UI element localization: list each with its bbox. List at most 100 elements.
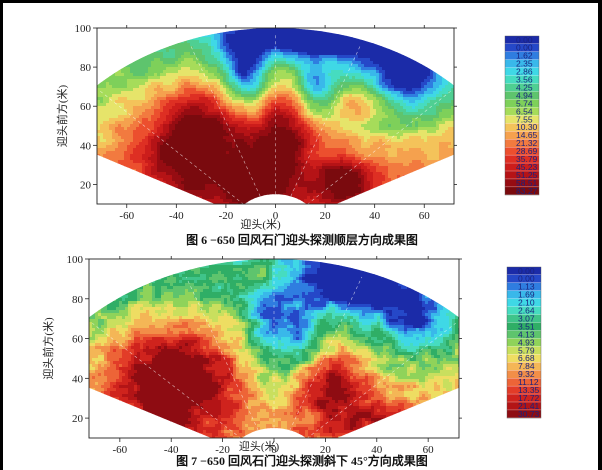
chart-1: -60 -40 -20 0 20 40 60 20 40 60 80 100 迎头(米) 迎头前方(米) 0…: [55, 23, 540, 247]
legend-value: 30.73: [518, 409, 540, 419]
legend-value: 28.69: [516, 146, 538, 156]
x-axis-label: 迎头(米): [240, 218, 281, 231]
frame-top: [0, 0, 602, 3]
x-tick-label: -40: [164, 444, 179, 456]
y-tick-label: 20: [72, 413, 84, 425]
legend-value: 0.00: [518, 266, 535, 276]
x-tick-label: 0: [273, 210, 279, 222]
guide-ray: [306, 322, 456, 438]
figure-caption: 图 6 −650 回风石门迎头探测顺层方向成果图: [186, 232, 418, 247]
legend-value: 10.30: [516, 122, 538, 132]
legend-swatch: [507, 290, 541, 299]
legend-value: 45.23: [516, 162, 538, 172]
x-tick-label: 20: [320, 210, 332, 222]
legend-value: 2.10: [518, 298, 535, 308]
guide-ray: [290, 45, 361, 197]
legend: 0.000.001.131.692.102.643.073.514.134.93…: [506, 266, 542, 419]
legend-swatch: [505, 91, 539, 100]
y-axis-label: 迎头前方(米): [55, 85, 69, 148]
heatmap-area: [97, 28, 454, 204]
x-tick-label: 60: [419, 210, 431, 222]
legend-swatch: [507, 402, 541, 410]
legend-swatch: [505, 51, 539, 60]
legend-swatch: [507, 330, 541, 339]
legend-swatch: [505, 59, 539, 68]
legend-value: 13.35: [518, 385, 540, 395]
legend-swatch: [507, 306, 541, 315]
legend-swatch: [505, 123, 539, 132]
y-tick-label: 40: [80, 140, 92, 152]
legend-value: 1.69: [518, 290, 535, 300]
legend-swatch: [505, 43, 539, 52]
guide-ray: [100, 90, 245, 204]
y-tick-label: 20: [80, 179, 92, 191]
legend-swatch: [505, 83, 539, 92]
x-tick-label: -60: [119, 210, 134, 222]
x-axis-label: 迎头(米): [239, 440, 280, 453]
legend-value: 5.79: [518, 345, 535, 355]
x-tick-label: 20: [320, 444, 332, 456]
legend-swatch: [505, 107, 539, 116]
y-tick-label: 80: [80, 62, 92, 74]
legend-swatch: [505, 139, 539, 147]
legend-value: 5.74: [516, 98, 533, 108]
legend-value: 2.35: [516, 59, 533, 69]
legend-value: 2.86: [516, 67, 533, 77]
legend: 0.000.001.622.352.863.564.254.945.746.54…: [504, 35, 540, 196]
legend-value: 7.55: [516, 114, 533, 124]
legend-swatch: [505, 187, 539, 195]
legend-value: 51.25: [516, 170, 538, 180]
legend-swatch: [505, 155, 539, 163]
legend-value: 2.64: [518, 306, 535, 316]
legend-swatch: [505, 67, 539, 76]
legend-swatch: [507, 354, 541, 363]
legend-swatch: [507, 410, 541, 418]
legend-value: 3.51: [518, 321, 535, 331]
legend-swatch: [505, 163, 539, 171]
legend-value: 35.79: [516, 154, 538, 164]
chart-2: -60 -40 -20 0 20 40 60 20 40 60 80 100 迎头(米) 迎头前方(米) 0…: [41, 254, 542, 468]
figure-caption: 图 7 −650 回风石门迎头探测斜下 45°方向成果图: [176, 453, 428, 468]
legend-value: 0.00: [516, 35, 533, 45]
frame-right: [598, 0, 602, 470]
legend-value: 6.54: [516, 106, 533, 116]
legend-swatch: [507, 314, 541, 323]
legend-swatch: [505, 171, 539, 179]
legend-value: 4.13: [518, 329, 535, 339]
heatmap-area: [89, 259, 459, 438]
legend-swatch: [507, 298, 541, 307]
legend-swatch: [505, 131, 539, 140]
legend-swatch: [507, 386, 541, 394]
x-tick-label: 40: [369, 210, 381, 222]
y-tick-label: 100: [75, 23, 92, 35]
guide-ray: [185, 276, 259, 431]
x-tick-label: 0: [271, 444, 277, 456]
frame-left: [0, 0, 3, 470]
legend-swatch: [507, 394, 541, 402]
legend-swatch: [507, 282, 541, 291]
guide-ray: [306, 90, 451, 204]
legend-swatch: [505, 115, 539, 124]
legend-value: 0.00: [516, 43, 533, 53]
legend-value: 0.00: [518, 274, 535, 284]
y-tick-label: 60: [80, 101, 92, 113]
legend-value: 9.32: [518, 369, 535, 379]
guide-ray: [92, 322, 242, 438]
x-tick-label: -60: [112, 444, 127, 456]
y-axis-label: 迎头前方(米): [41, 317, 55, 380]
guide-ray: [289, 276, 363, 431]
legend-value: 11.12: [518, 377, 539, 387]
y-tick-label: 60: [72, 334, 84, 346]
legend-value: 17.72: [518, 393, 540, 403]
legend-swatch: [507, 267, 541, 275]
legend-value: 21.41: [518, 401, 540, 411]
legend-value: 4.93: [518, 337, 535, 347]
y-tick-label: 40: [72, 373, 84, 385]
legend-value: 4.94: [516, 90, 533, 100]
legend-swatch: [507, 338, 541, 347]
legend-value: 7.84: [518, 361, 535, 371]
legend-value: 58.51: [516, 178, 538, 188]
legend-swatch: [505, 36, 539, 44]
legend-value: 1.62: [516, 51, 533, 61]
y-tick-label: 80: [72, 294, 84, 306]
